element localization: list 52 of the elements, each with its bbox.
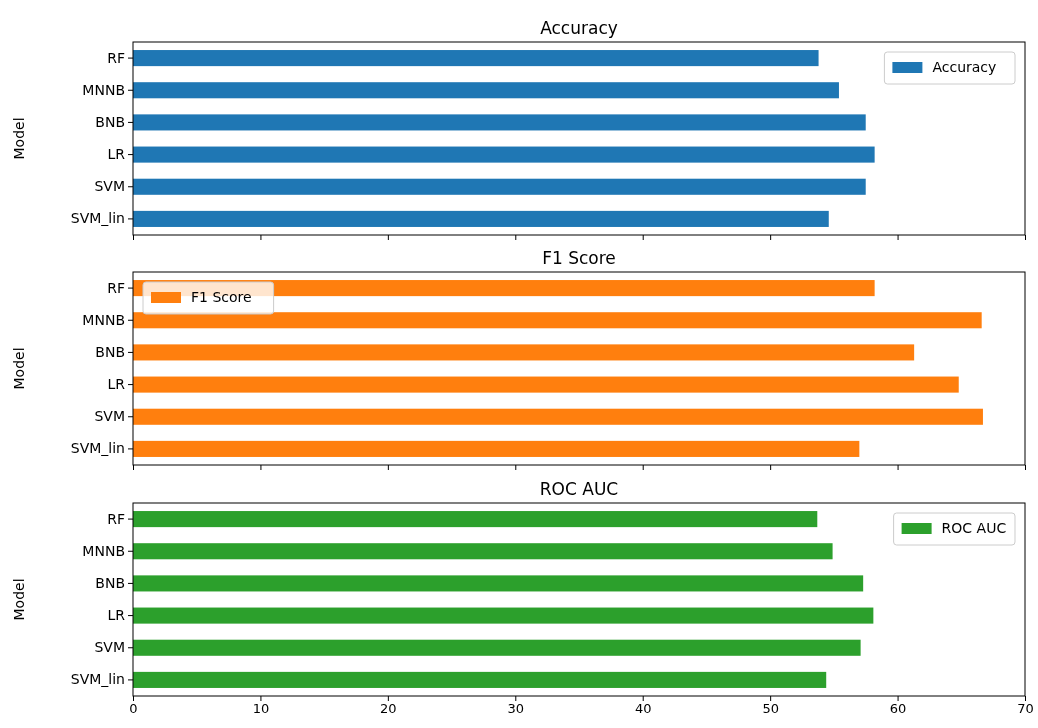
bar: [133, 543, 833, 560]
y-tick-label: SVM_lin: [70, 440, 125, 457]
x-tick-label: 10: [252, 701, 270, 717]
bar: [133, 511, 818, 528]
y-tick-label: SVM: [94, 639, 125, 656]
bar: [133, 50, 819, 67]
y-tick-label: SVM: [94, 408, 125, 425]
legend-label: Accuracy: [932, 59, 997, 75]
bar: [133, 575, 864, 592]
chart-title: Accuracy: [540, 18, 618, 38]
y-axis-title: Model: [11, 578, 27, 621]
legend-label: ROC AUC: [941, 520, 1007, 536]
x-tick-label: 0: [129, 701, 138, 717]
bar: [133, 114, 866, 131]
y-tick-label: BNB: [95, 574, 125, 591]
y-tick-label: SVM_lin: [70, 671, 125, 688]
y-tick-label: RF: [107, 49, 125, 66]
y-tick-label: LR: [107, 607, 126, 624]
y-tick-label: RF: [107, 279, 125, 296]
bar: [133, 210, 829, 227]
chart-title: ROC AUC: [539, 479, 619, 499]
x-tick-label: 60: [889, 701, 907, 717]
y-tick-label: RF: [107, 510, 125, 527]
x-tick-label: 20: [380, 701, 397, 717]
y-axis-title: Model: [11, 347, 27, 390]
bar: [133, 671, 827, 688]
bar: [133, 312, 982, 329]
y-tick-label: BNB: [95, 113, 125, 130]
legend-label: F1 Score: [191, 289, 252, 305]
y-tick-label: LR: [107, 376, 126, 393]
y-tick-label: MNNB: [82, 311, 125, 328]
bar: [133, 440, 860, 457]
bar: [133, 82, 839, 99]
x-tick-label: 70: [1017, 701, 1034, 717]
y-tick-label: MNNB: [82, 542, 125, 559]
x-tick-label: 40: [634, 701, 652, 717]
y-tick-label: MNNB: [82, 81, 125, 98]
bar: [133, 607, 874, 624]
y-axis-title: Model: [11, 117, 27, 160]
y-tick-label: BNB: [95, 343, 125, 360]
x-tick-label: 30: [507, 701, 525, 717]
x-tick-label: 50: [762, 701, 779, 717]
bar: [133, 146, 875, 163]
bar: [133, 344, 915, 361]
y-tick-label: SVM_lin: [70, 210, 125, 227]
bar: [133, 376, 959, 393]
bar: [133, 408, 983, 425]
bar: [133, 178, 866, 195]
chart-title: F1 Score: [542, 248, 616, 268]
bar: [133, 639, 861, 656]
y-tick-label: SVM: [94, 178, 125, 195]
y-tick-label: LR: [107, 146, 126, 163]
